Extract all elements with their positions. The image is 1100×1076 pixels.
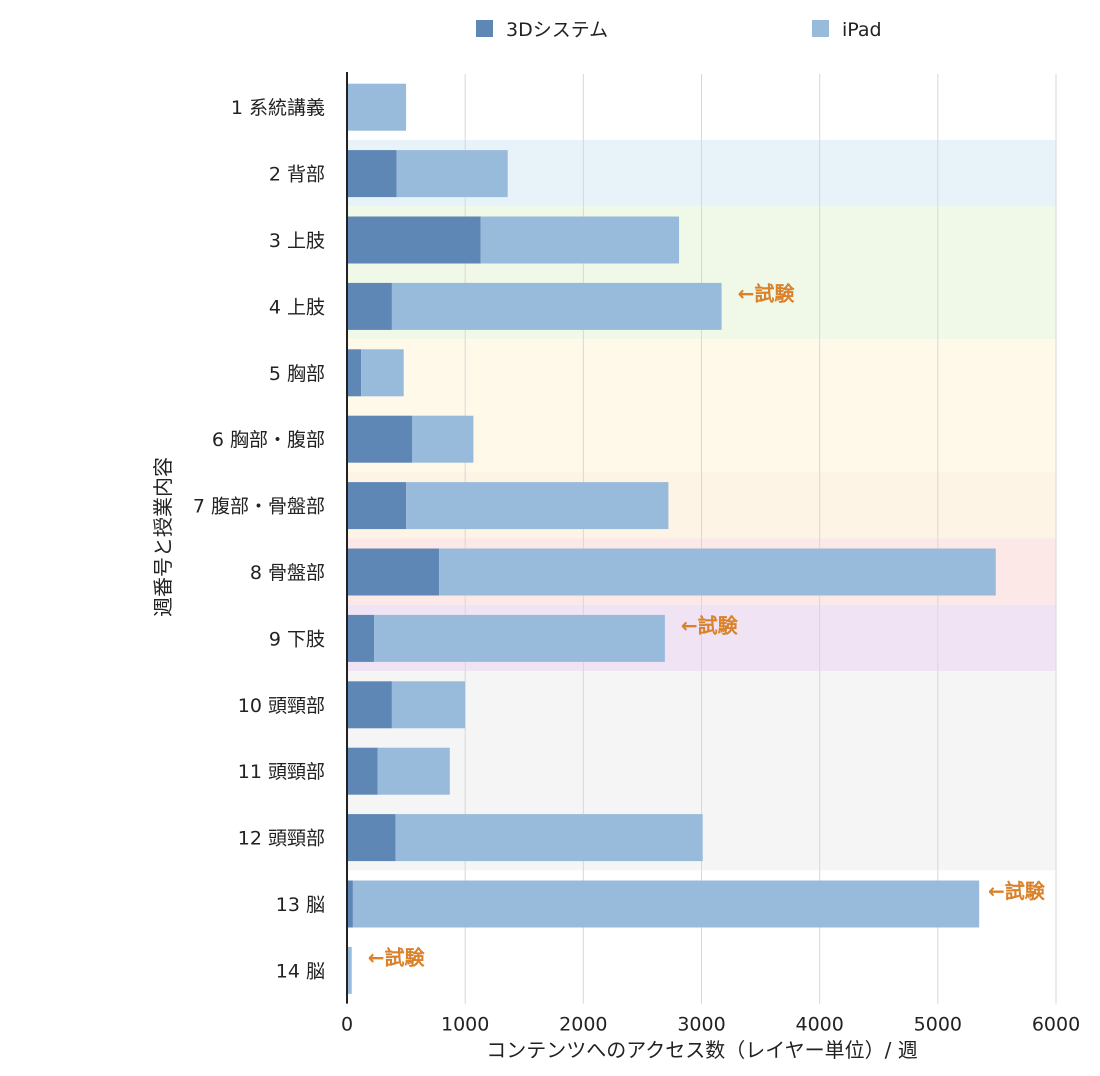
x-tick-label: 5000 xyxy=(914,1014,962,1036)
bar-segment xyxy=(406,482,669,530)
legend-label-ipad: iPad xyxy=(842,19,882,41)
bar-segment xyxy=(391,282,722,330)
bar-segment xyxy=(347,83,407,131)
bar-segment xyxy=(347,216,481,264)
bar-segment xyxy=(347,415,412,463)
bar-segment xyxy=(411,415,474,463)
legend-swatch-3d-system xyxy=(476,20,493,37)
category-label: 3 上肢 xyxy=(269,230,325,252)
category-label: 7 腹部・骨盤部 xyxy=(193,496,325,518)
x-tick-label: 2000 xyxy=(559,1014,607,1036)
legend-swatch-ipad xyxy=(812,20,829,37)
legend-label-3d-system: 3Dシステム xyxy=(506,19,608,41)
bar-segment xyxy=(347,614,375,662)
legend: 3Dシステム iPad xyxy=(476,19,882,41)
x-axis: 0 1000 2000 3000 4000 5000 6000 xyxy=(341,1014,1080,1036)
bar-segment xyxy=(347,946,352,994)
bar-segment xyxy=(347,150,397,198)
category-label: 12 頭頸部 xyxy=(238,828,325,850)
annotation-label: ←試験 xyxy=(738,281,796,305)
x-tick-label: 3000 xyxy=(677,1014,725,1036)
bars xyxy=(347,83,996,994)
category-label: 4 上肢 xyxy=(269,296,325,318)
annotation-label: ←試験 xyxy=(681,613,739,637)
annotation-label: ←試験 xyxy=(988,879,1046,903)
x-tick-label: 1000 xyxy=(441,1014,489,1036)
y-axis-title: 週番号と授業内容 xyxy=(151,457,175,617)
x-tick-label: 6000 xyxy=(1032,1014,1080,1036)
category-labels: 1 系統講義 2 背部 3 上肢 4 上肢 5 胸部 6 胸部・腹部 7 腹部・骨盤部 8 骨… xyxy=(193,97,325,982)
bar-segment xyxy=(377,747,450,795)
annotation-label: ←試験 xyxy=(368,945,426,969)
bar-segment xyxy=(480,216,680,264)
category-label: 13 脳 xyxy=(276,894,325,916)
x-tick-label: 4000 xyxy=(795,1014,843,1036)
category-label: 1 系統講義 xyxy=(231,97,325,119)
bar-segment xyxy=(347,282,392,330)
category-label: 8 骨盤部 xyxy=(250,562,325,584)
category-label: 5 胸部 xyxy=(269,363,325,385)
bar-segment xyxy=(347,880,353,928)
bar-segment xyxy=(395,814,703,862)
bar-segment xyxy=(396,150,508,198)
bar-segment xyxy=(391,681,466,729)
bar-segment xyxy=(352,880,980,928)
bar-segment xyxy=(439,548,996,596)
bar-segment xyxy=(347,482,407,530)
bar-segment xyxy=(347,747,378,795)
annotations: ←試験 ←試験 ←試験 ←試験 xyxy=(368,281,1046,969)
bar-segment xyxy=(374,614,665,662)
category-label: 9 下肢 xyxy=(269,628,325,650)
category-label: 11 頭頸部 xyxy=(238,761,325,783)
category-label: 2 背部 xyxy=(269,164,325,186)
x-tick-label: 0 xyxy=(341,1014,353,1036)
bar-segment xyxy=(347,349,362,397)
x-axis-title: コンテンツへのアクセス数（レイヤー単位）/ 週 xyxy=(486,1038,918,1062)
bar-segment xyxy=(347,548,440,596)
category-label: 10 頭頸部 xyxy=(238,695,325,717)
bar-segment xyxy=(361,349,404,397)
bar-segment xyxy=(347,681,392,729)
bar-segment xyxy=(347,814,396,862)
category-label: 6 胸部・腹部 xyxy=(212,429,325,451)
category-label: 14 脳 xyxy=(276,960,325,982)
